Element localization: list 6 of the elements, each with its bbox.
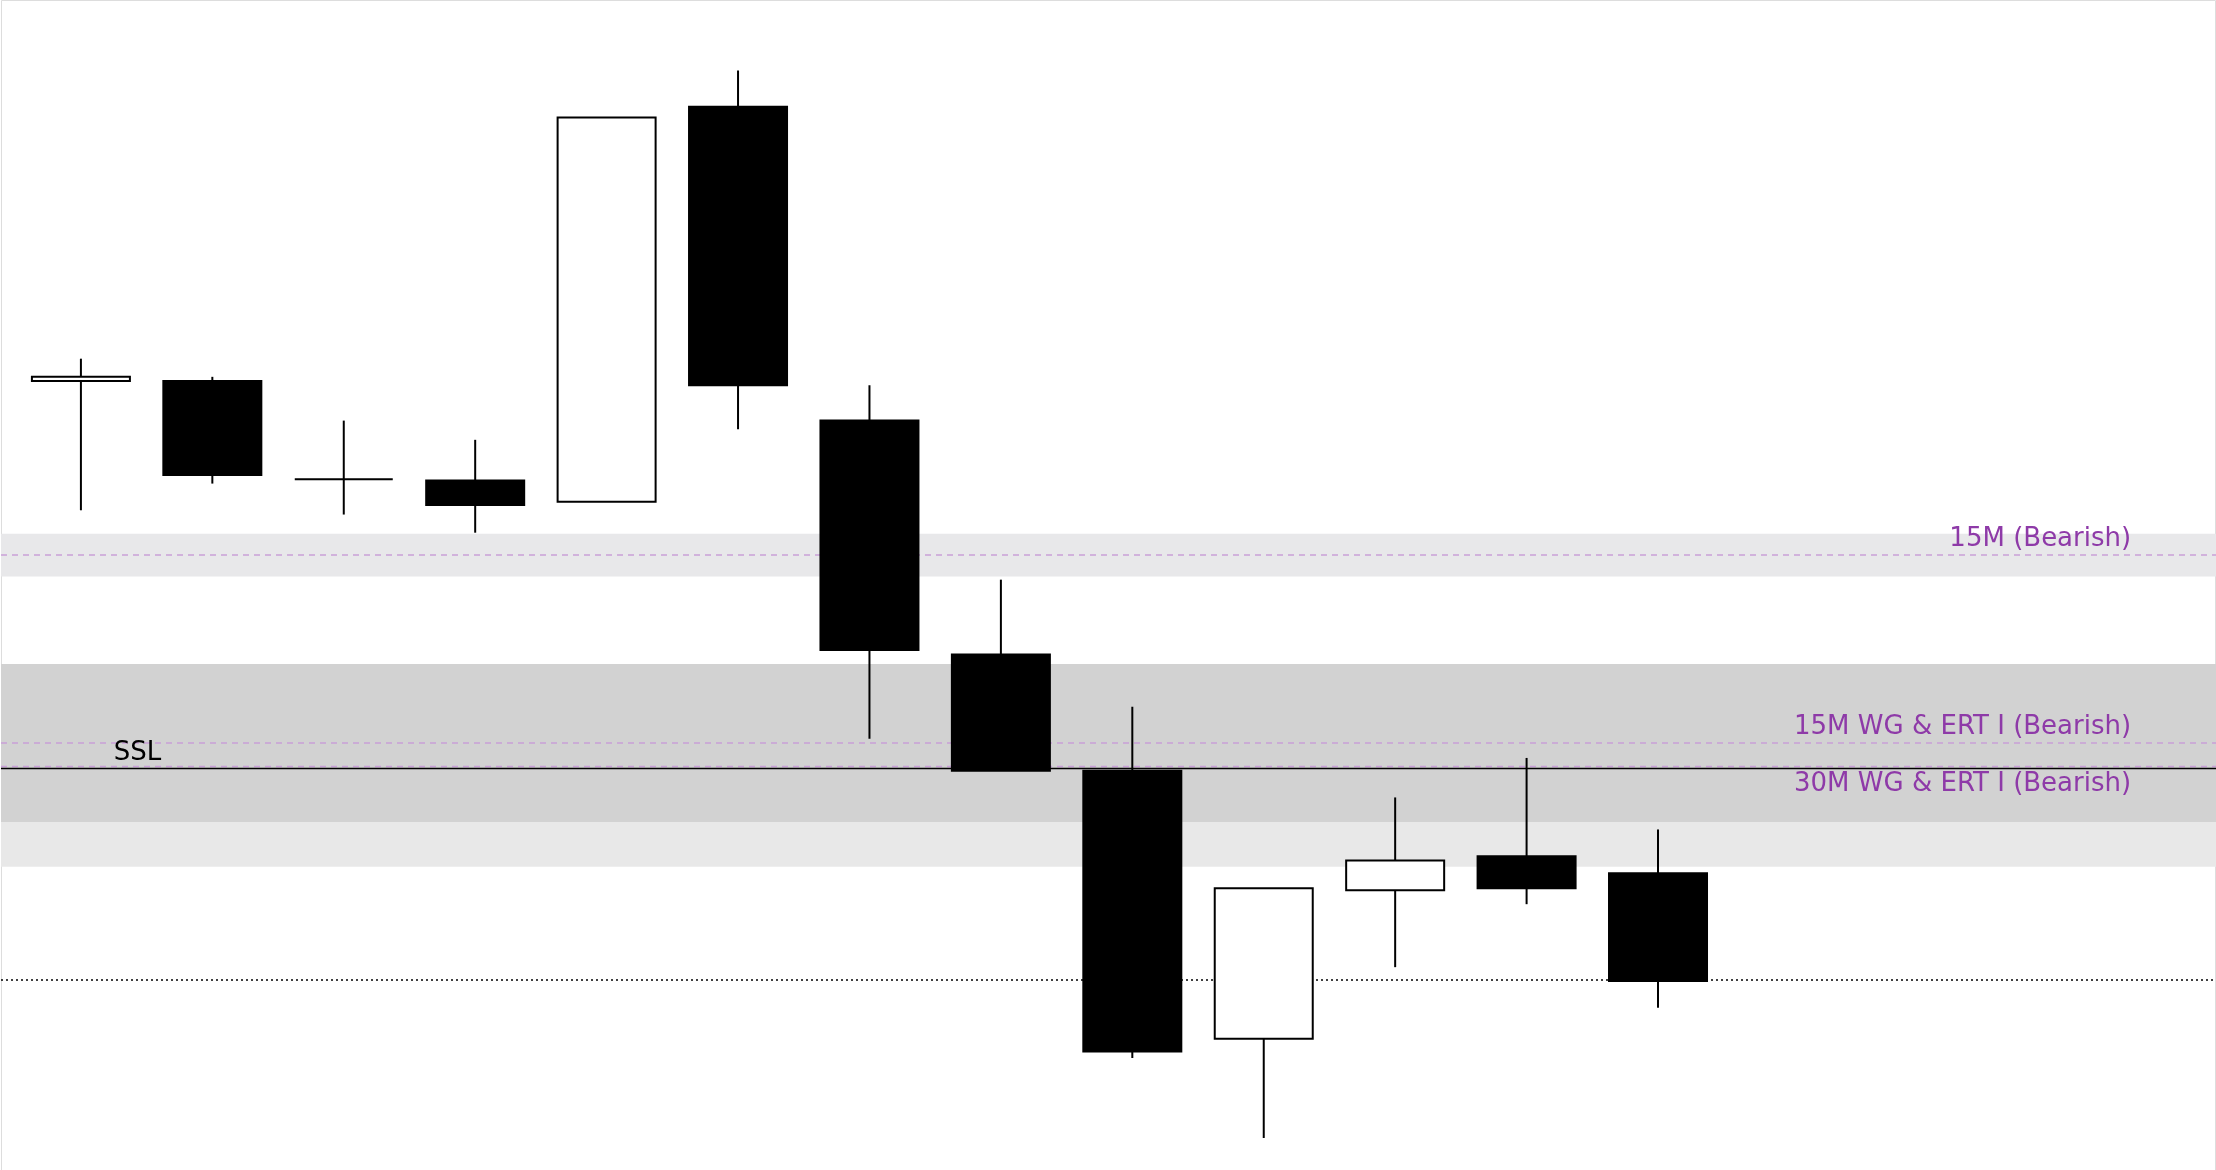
ref-line-label: 30M WG & ERT I (Bearish) [1794, 767, 2132, 798]
ref-line-label: SSL [113, 735, 162, 766]
ref-line-label: 15M WG & ERT I (Bearish) [1794, 709, 2132, 740]
candlestick [30, 357, 131, 512]
candlestick [293, 419, 394, 516]
ref-line-label: 15M (Bearish) [1949, 522, 2132, 553]
